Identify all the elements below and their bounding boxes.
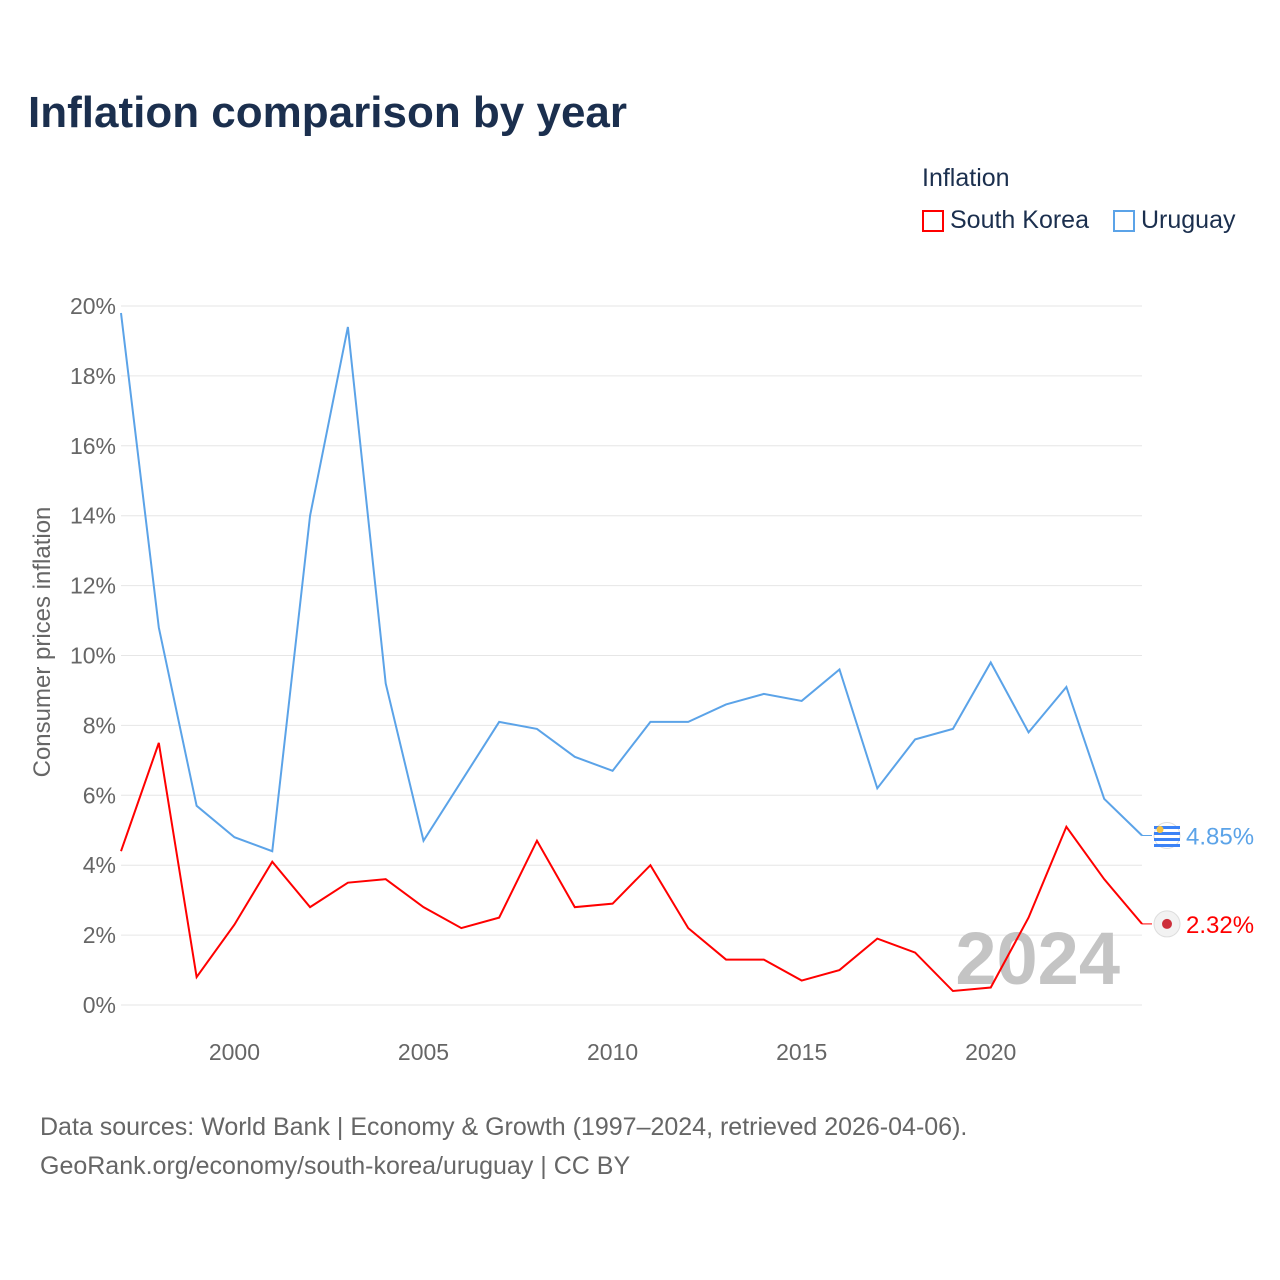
footer-sources: Data sources: World Bank | Economy & Gro… [40, 1113, 968, 1141]
y-tick-label: 6% [83, 782, 116, 808]
flag-stripe [1154, 843, 1180, 847]
y-tick-label: 12% [70, 573, 116, 599]
end-value-label: 2.32% [1186, 912, 1254, 939]
y-tick-label: 20% [70, 293, 116, 319]
legend-item-south-korea[interactable]: South Korea [922, 206, 1089, 235]
legend-label: Uruguay [1141, 206, 1236, 234]
footer-link[interactable]: GeoRank.org/economy/south-korea/uruguay … [40, 1152, 631, 1180]
y-tick-label: 10% [70, 643, 116, 669]
flag-sun [1156, 825, 1164, 833]
legend-swatch [922, 209, 944, 232]
series-line-south-korea [120, 742, 1143, 993]
series-line-uruguay [120, 312, 1143, 853]
end-value-label: 4.85% [1186, 823, 1254, 850]
year-watermark: 2024 [955, 917, 1120, 1000]
flag-stripe [1154, 831, 1180, 835]
footer: Data sources: World Bank | Economy & Gro… [40, 1108, 967, 1186]
legend-title: Inflation [922, 164, 1010, 192]
flag-stripe [1154, 837, 1180, 841]
y-tick-label: 14% [70, 503, 116, 529]
legend-label: South Korea [950, 206, 1089, 234]
y-tick-label: 16% [70, 433, 116, 459]
x-tick-label: 2010 [587, 1039, 638, 1065]
x-tick-label: 2005 [398, 1039, 449, 1065]
legend-item-uruguay[interactable]: Uruguay [1113, 206, 1236, 235]
chart-title: Inflation comparison by year [28, 88, 628, 137]
y-tick-label: 18% [70, 363, 116, 389]
y-tick-label: 8% [83, 712, 116, 738]
x-tick-label: 2015 [776, 1039, 827, 1065]
y-tick-label: 2% [83, 922, 116, 948]
y-tick-label: 0% [83, 992, 116, 1018]
x-tick-label: 2000 [209, 1039, 260, 1065]
x-tick-label: 2020 [965, 1039, 1016, 1065]
y-axis-label: Consumer prices inflation [29, 507, 56, 778]
legend-swatch [1113, 209, 1135, 232]
y-tick-label: 4% [83, 852, 116, 878]
flag-emblem [1162, 918, 1172, 929]
flag-stripe [1154, 825, 1180, 829]
